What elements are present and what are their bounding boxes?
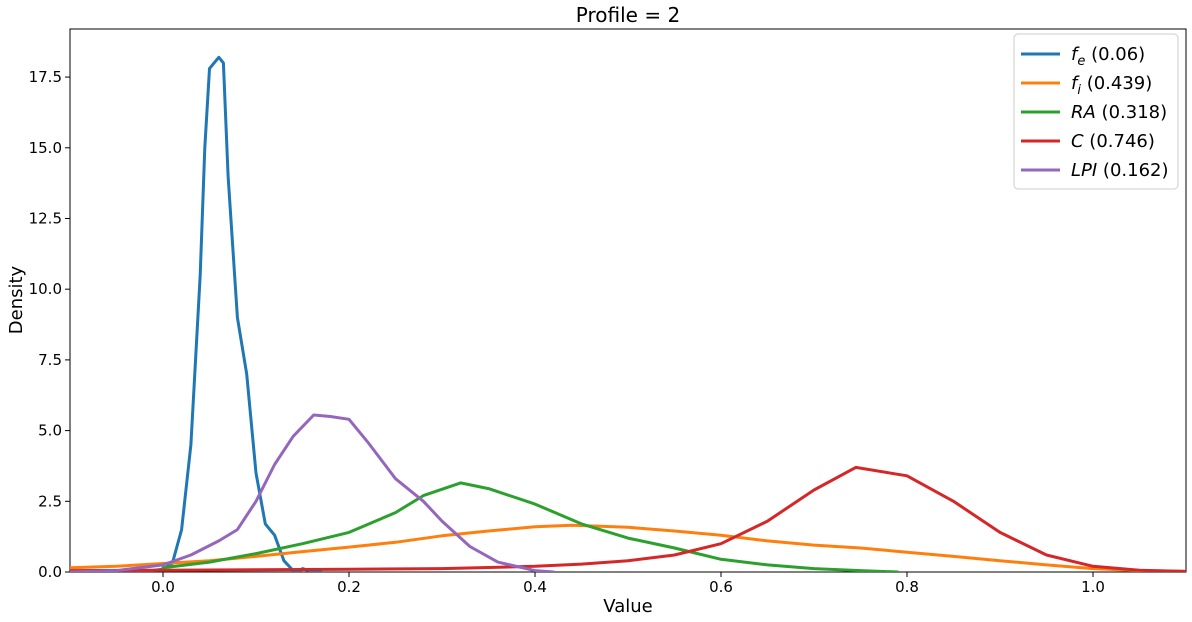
series-lines — [70, 55, 1186, 572]
legend-value: (0.439) — [1081, 73, 1152, 94]
legend-variable: C — [1071, 131, 1084, 152]
legend-subscript: e — [1077, 54, 1085, 69]
y-tick-label: 17.5 — [29, 68, 62, 86]
y-tick-label: 2.5 — [38, 492, 62, 510]
x-tick-label: 0.2 — [337, 578, 361, 596]
plot-frame — [69, 28, 1187, 573]
legend-label-1: fi (0.439) — [1071, 73, 1152, 98]
x-tick-label: 0.0 — [151, 578, 175, 596]
x-axis-label: Value — [603, 596, 652, 617]
legend-value: (0.746) — [1084, 131, 1155, 152]
legend-subscript: i — [1077, 83, 1081, 98]
x-tick-label: 0.4 — [523, 578, 547, 596]
x-axis-ticks: 0.0 0.2 0.4 0.6 0.8 1.0 — [151, 572, 1105, 596]
series-line-3 — [70, 465, 1186, 572]
y-tick-label: 12.5 — [29, 209, 62, 227]
legend-label-3: C (0.746) — [1071, 131, 1155, 152]
y-tick-label: 0.0 — [38, 563, 62, 581]
x-tick-label: 0.8 — [895, 578, 919, 596]
legend-variable: f — [1071, 44, 1080, 65]
series-line-2 — [161, 481, 900, 572]
legend-value: (0.162) — [1097, 160, 1168, 181]
y-axis-ticks: 0.0 2.5 5.0 7.5 10.0 12.5 15.0 17.5 — [29, 68, 70, 581]
chart-title: Profile = 2 — [576, 3, 680, 27]
y-tick-label: 10.0 — [29, 280, 62, 298]
legend-box — [1013, 33, 1179, 190]
legend-variable: LPI — [1071, 160, 1097, 181]
y-tick-label: 5.0 — [38, 422, 62, 440]
series-line-0 — [70, 55, 323, 572]
legend-label-2: RA (0.318) — [1071, 102, 1167, 123]
x-tick-label: 0.6 — [709, 578, 733, 596]
legend-label-0: fe (0.06) — [1071, 44, 1145, 69]
legend-variable: RA — [1071, 102, 1096, 123]
legend-variable: f — [1071, 73, 1080, 94]
legend-value: (0.318) — [1096, 102, 1167, 123]
legend-label-4: LPI (0.162) — [1071, 160, 1169, 181]
series-line-1 — [70, 523, 1186, 572]
legend: fe (0.06)fi (0.439)RA (0.318)C (0.746)LP… — [1013, 33, 1179, 190]
legend-value: (0.06) — [1085, 44, 1145, 65]
y-tick-label: 7.5 — [38, 351, 62, 369]
series-line-4 — [70, 413, 556, 572]
x-tick-label: 1.0 — [1081, 578, 1105, 596]
y-axis-label: Density — [6, 265, 27, 334]
y-tick-label: 15.0 — [29, 139, 62, 157]
